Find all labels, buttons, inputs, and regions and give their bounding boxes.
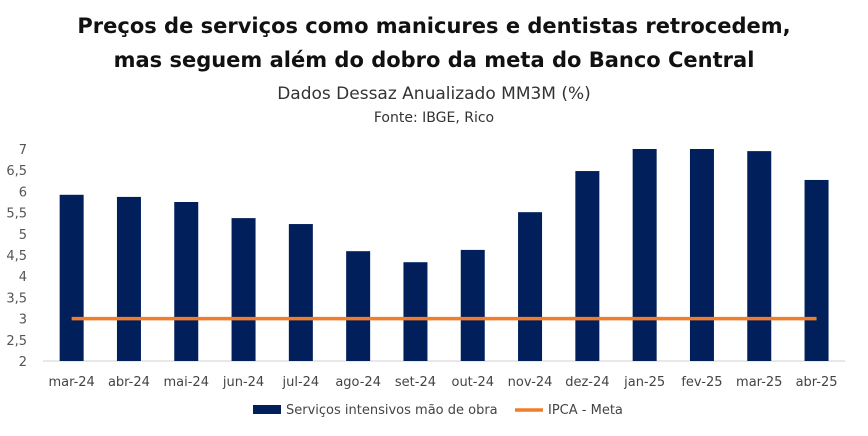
chart-title: Preços de serviços como manicures e dent…	[77, 14, 791, 38]
y-tick-label: 3	[19, 313, 27, 328]
legend-label-line: IPCA - Meta	[548, 403, 623, 418]
x-tick-label: jun-24	[222, 375, 264, 390]
x-tick-label: ago-24	[335, 375, 381, 390]
y-tick-label: 2,5	[6, 334, 27, 349]
legend-label-bars: Serviços intensivos mão de obra	[286, 403, 498, 418]
x-tick-label: out-24	[451, 375, 494, 390]
bar-jun-24	[231, 218, 256, 361]
y-tick-label: 4,5	[6, 249, 27, 264]
x-tick-label: mar-24	[48, 375, 94, 390]
x-tick-label: mai-24	[164, 375, 209, 390]
y-tick-label: 5	[19, 228, 27, 243]
x-tick-label: nov-24	[508, 375, 553, 390]
bar-mar-25	[747, 151, 772, 361]
bar-abr-25	[804, 179, 829, 361]
bar-jul-24	[288, 224, 313, 361]
y-tick-label: 6,5	[6, 164, 27, 179]
bar-ago-24	[346, 251, 371, 361]
legend-swatch-bars	[253, 405, 281, 414]
chart-subtitle: Dados Dessaz Anualizado MM3M (%)	[277, 84, 591, 104]
y-tick-label: 6	[19, 185, 27, 200]
x-tick-label: set-24	[395, 375, 436, 390]
bar-set-24	[403, 262, 428, 361]
y-tick-label: 4	[19, 270, 27, 285]
y-tick-label: 2	[19, 355, 27, 370]
bar-out-24	[460, 249, 485, 361]
x-tick-label: jan-25	[623, 375, 665, 390]
bar-nov-24	[518, 212, 543, 361]
y-tick-label: 3,5	[6, 291, 27, 306]
bar-jan-25	[632, 149, 657, 361]
bar-mar-24	[59, 194, 84, 361]
bar-fev-25	[689, 149, 714, 361]
x-tick-label: fev-25	[681, 375, 722, 390]
y-tick-label: 7	[19, 143, 27, 158]
y-tick-label: 5,5	[6, 207, 27, 222]
chart-source: Fonte: IBGE, Rico	[373, 110, 495, 126]
x-tick-label: mar-25	[736, 375, 782, 390]
chart-title-line2: mas seguem além do dobro da meta do Banc…	[113, 48, 755, 72]
x-tick-label: jul-24	[281, 375, 319, 390]
x-tick-label: abr-24	[108, 375, 150, 390]
bar-abr-24	[116, 196, 141, 361]
x-tick-label: abr-25	[796, 375, 838, 390]
x-tick-label: dez-24	[565, 375, 609, 390]
bar-dez-24	[575, 171, 600, 361]
bar-mai-24	[174, 202, 199, 361]
